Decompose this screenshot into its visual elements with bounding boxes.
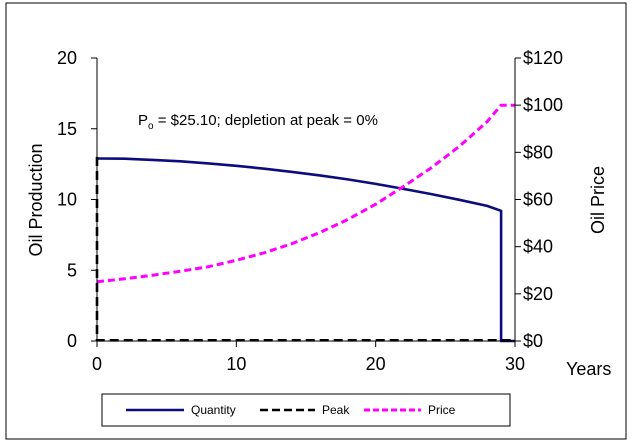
y-right-tick-label: $60 [523, 190, 553, 210]
y-left-tick-label: 20 [57, 48, 77, 68]
legend-label-peak: Peak [322, 403, 350, 417]
y-axis-right-label: Oil Price [588, 166, 608, 234]
series-line-quantity [96, 157, 515, 343]
axes-layer: 0 10 20 30 0 5 10 15 20 $0 $20 $40 $60 $80 $100 $120 [57, 48, 563, 374]
y-right-tick-label: $40 [523, 237, 553, 257]
y-left-tick-label: 10 [57, 190, 77, 210]
y-right-tick-label: $0 [523, 331, 543, 351]
x-tick-label: 0 [92, 354, 102, 374]
annotation-subscript: o [148, 121, 154, 132]
legend-label-price: Price [428, 403, 456, 417]
x-axis-label: Years [566, 359, 611, 379]
chart-annotation: Po = $25.10; depletion at peak = 0% [138, 112, 378, 132]
y-left-tick-label: 5 [67, 260, 77, 280]
y-right-tick-label: $100 [523, 95, 563, 115]
x-tick-label: 10 [226, 354, 246, 374]
y-right-tick-label: $120 [523, 48, 563, 68]
y-right-tick-label: $20 [523, 284, 553, 304]
chart-frame [5, 2, 627, 440]
x-tick-label: 30 [505, 354, 525, 374]
y-left-tick-label: 15 [57, 119, 77, 139]
y-right-tick-label: $80 [523, 142, 553, 162]
y-left-tick-label: 0 [67, 331, 77, 351]
annotation-symbol: P [138, 112, 148, 129]
y-axis-left-label: Oil Production [26, 143, 46, 256]
annotation-text: = $25.10; depletion at peak = 0% [154, 112, 378, 129]
x-tick-label: 20 [366, 354, 386, 374]
legend-label-quantity: Quantity [191, 403, 236, 417]
legend: Quantity Peak Price [101, 393, 511, 427]
